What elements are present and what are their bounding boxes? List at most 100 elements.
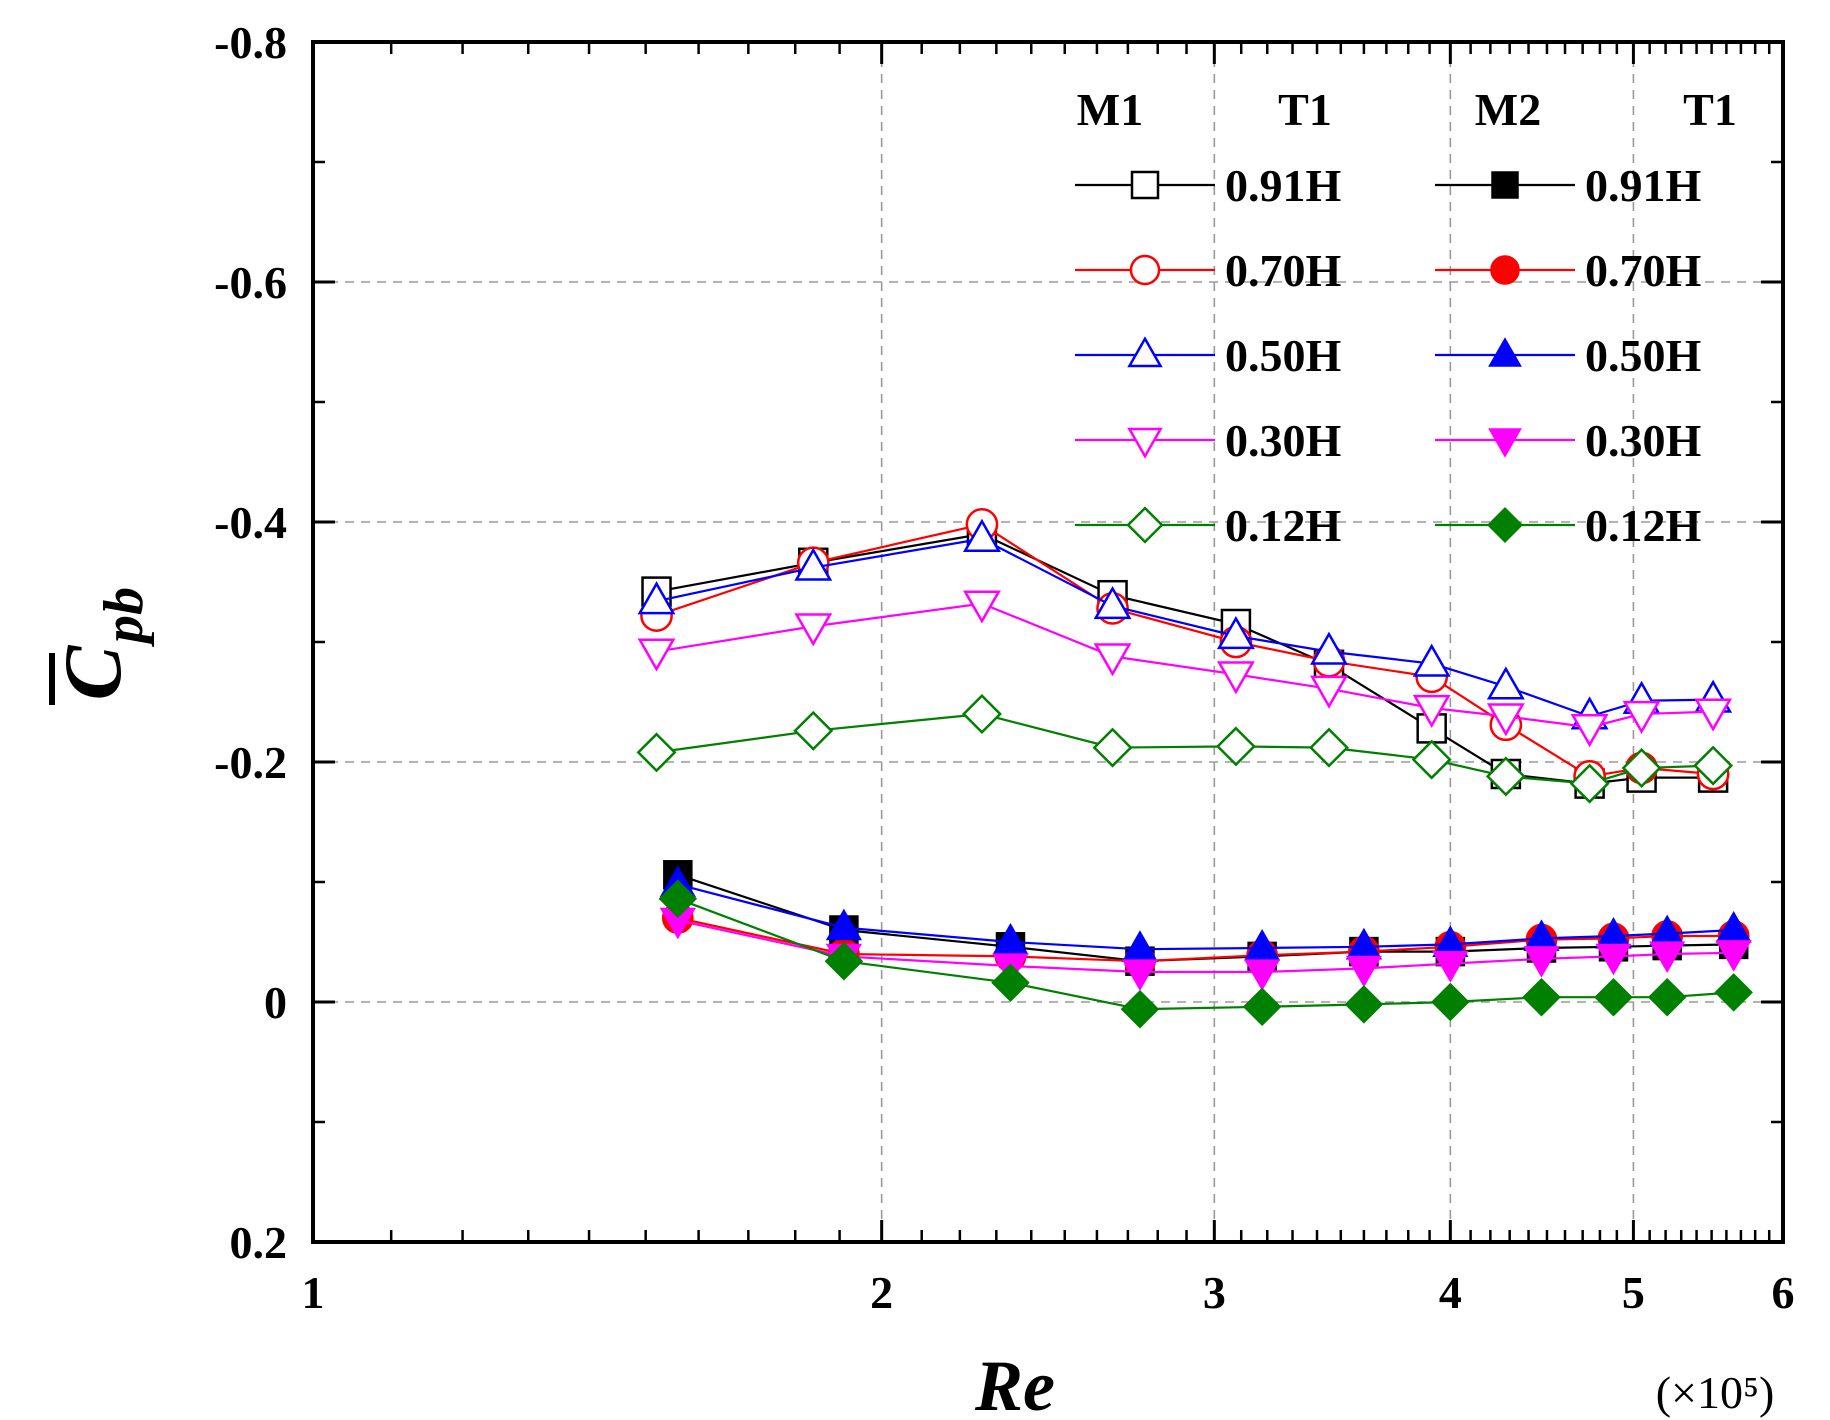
data-point [636, 732, 677, 773]
data-point [1594, 977, 1633, 1017]
legend-marker [1127, 427, 1163, 459]
legend-label: 0.50H [1585, 330, 1702, 381]
legend-label: 0.12H [1585, 500, 1702, 551]
x-tick-label: 5 [1622, 1267, 1645, 1318]
y-axis-title: C pb [47, 587, 155, 705]
data-point [1693, 745, 1734, 786]
legend-entry: 0.30H [1435, 415, 1702, 466]
legend-entry: 0.12H [1075, 500, 1342, 551]
data-point [1569, 763, 1610, 804]
grid-lines [313, 42, 1783, 1242]
series-m1-070H [640, 508, 1730, 793]
data-point [1092, 727, 1133, 768]
data-point [1523, 946, 1560, 978]
data-point [1345, 955, 1382, 988]
legend-entry: 0.91H [1075, 160, 1342, 211]
plot-frame [311, 40, 1785, 1244]
data-point [1216, 661, 1255, 695]
data-point [1344, 985, 1384, 1024]
series-m1-012H [636, 694, 1734, 804]
data-point [1310, 675, 1348, 709]
plot-series [636, 508, 1753, 1029]
legend-entry: 0.91H [1435, 160, 1702, 211]
legend-marker [1488, 428, 1522, 458]
x-tick-label: 2 [870, 1267, 893, 1318]
legend-entry: 0.70H [1435, 245, 1702, 296]
data-point [1411, 739, 1452, 780]
data-point [794, 613, 833, 647]
data-point [1121, 959, 1159, 992]
data-point [1412, 694, 1451, 729]
legend-label: 0.70H [1225, 245, 1342, 296]
data-point [1649, 941, 1686, 974]
legend-entry: 0.50H [1075, 330, 1342, 381]
legend-marker [1127, 336, 1163, 368]
data-point [1714, 973, 1753, 1012]
data-point [637, 638, 676, 672]
legend-marker [1490, 255, 1520, 285]
data-point [962, 590, 1001, 624]
legend-entry: 0.70H [1075, 245, 1342, 296]
y-tick-label: -0.2 [214, 737, 287, 788]
data-point [1647, 977, 1687, 1017]
x-axis-multiplier: (×10⁵) [1656, 1367, 1775, 1418]
data-point [1093, 585, 1132, 620]
data-point [825, 908, 862, 941]
data-point [1715, 940, 1752, 972]
data-point [1570, 714, 1609, 748]
legend-marker [1487, 507, 1523, 543]
legend-marker [1129, 254, 1161, 286]
legend-header: M2 [1475, 84, 1541, 135]
data-point [1121, 930, 1159, 962]
legend-entry: 0.50H [1435, 330, 1702, 381]
legend-marker [1130, 170, 1160, 200]
x-tick-label: 1 [302, 1267, 325, 1318]
data-point [1310, 631, 1348, 665]
y-tick-label: -0.6 [214, 257, 287, 308]
x-axis-title: Re [974, 1346, 1055, 1420]
data-point [961, 694, 1002, 734]
y-tick-label: 0 [264, 977, 287, 1028]
data-point [1431, 982, 1470, 1022]
x-tick-label: 3 [1203, 1267, 1226, 1318]
data-point [1216, 615, 1255, 650]
legend-entry: 0.12H [1435, 500, 1702, 551]
legend-label: 0.30H [1585, 415, 1702, 466]
data-point [637, 581, 676, 615]
axis-ticks: 1 2 3 4 5 6 -0.8 -0.6 -0.4 -0.2 0 0.2 [214, 17, 1794, 1318]
legend-label: 0.50H [1225, 330, 1342, 381]
data-point [1412, 643, 1451, 677]
legend-label: 0.91H [1225, 160, 1342, 211]
data-point [962, 518, 1001, 552]
y-tick-label: -0.8 [214, 17, 287, 68]
data-point [1622, 700, 1661, 735]
data-point [1309, 727, 1349, 768]
data-point [1215, 726, 1256, 767]
legend-label: 0.70H [1585, 245, 1702, 296]
series-m2-012H [658, 879, 1753, 1029]
legend-marker [1488, 337, 1522, 367]
data-point [1522, 977, 1561, 1017]
data-point [658, 879, 698, 919]
series-m1-030H [637, 590, 1733, 748]
legend-label: 0.30H [1225, 415, 1342, 466]
data-point [1093, 643, 1132, 677]
legend-header: T1 [1683, 84, 1737, 135]
data-point [794, 547, 833, 581]
data-point [1595, 943, 1632, 976]
legend-label: 0.91H [1585, 160, 1702, 211]
y-axis-title-subscript: pb [93, 587, 155, 647]
data-point [1244, 959, 1281, 992]
legend-entry: 0.30H [1075, 415, 1342, 466]
legend-label: 0.12H [1225, 500, 1342, 551]
data-point [1621, 748, 1662, 788]
legend-marker [1126, 506, 1164, 544]
series-m2-070H [661, 902, 1750, 978]
y-tick-label: 0.2 [230, 1217, 288, 1268]
legend-header: T1 [1278, 84, 1332, 135]
data-point [1242, 987, 1282, 1027]
data-point [824, 941, 864, 981]
data-point [1120, 989, 1160, 1029]
data-point [1432, 950, 1469, 983]
